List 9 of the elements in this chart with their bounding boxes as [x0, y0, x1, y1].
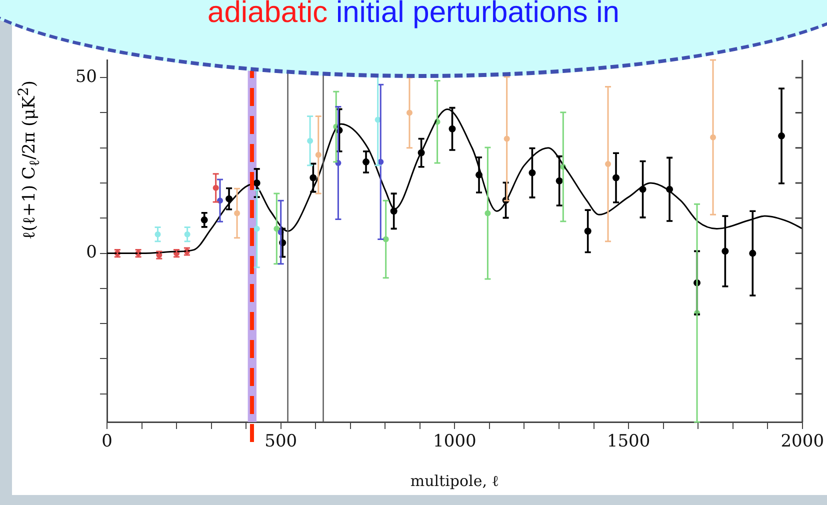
x-tick-label: 2000: [780, 432, 824, 452]
x-tick-label: 1500: [606, 432, 650, 452]
x-tick-label: 0: [102, 432, 112, 452]
x-tick-label: 1000: [433, 432, 476, 452]
y-tick-label: 50: [75, 66, 97, 87]
text: initial perturbations in: [334, 0, 620, 29]
x-tick-label: 500: [264, 432, 298, 452]
text: adiabatic: [208, 0, 328, 29]
x-axis-title: multipole, ℓ: [410, 472, 499, 490]
